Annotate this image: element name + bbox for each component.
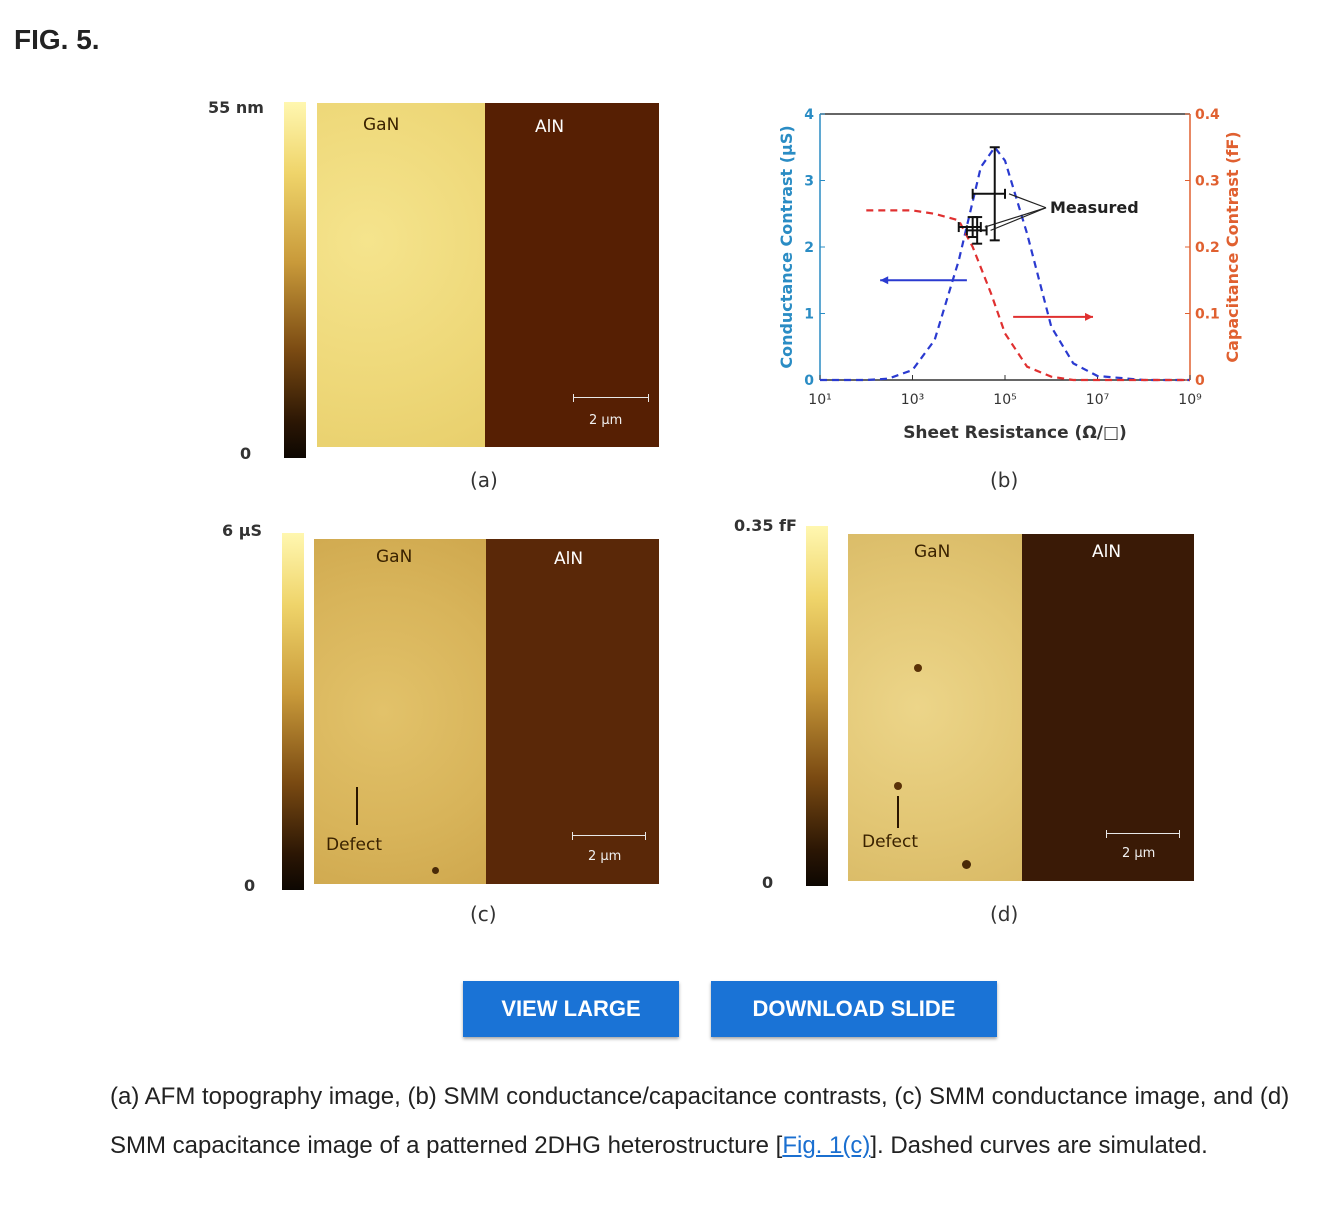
defect-spot [914, 664, 922, 672]
panel-label-c: (c) [470, 902, 497, 926]
arrow-head-0 [880, 276, 889, 285]
colorbar-c-min: 0 [244, 876, 256, 895]
scale-text: 2 µm [1122, 846, 1156, 861]
y-right-tick-label: 0.4 [1195, 107, 1220, 123]
defect-label: Defect [862, 832, 919, 852]
defect-arrow [356, 787, 358, 825]
gan-label: GaN [914, 542, 951, 562]
colorbar-d-min: 0 [762, 873, 774, 892]
gan-label: GaN [376, 547, 413, 567]
figure-title: FIG. 5. [14, 24, 100, 55]
aln-label: AlN [554, 549, 584, 569]
panel-label-a: (a) [470, 468, 498, 492]
x-tick-label: 10⁵ [993, 392, 1016, 408]
series-line-0 [820, 145, 1190, 382]
annotation-pointer-0 [984, 207, 1047, 228]
colorbar-d [806, 526, 828, 886]
colorbar-c [282, 533, 304, 890]
x-tick-label: 10⁹ [1178, 392, 1202, 408]
annotation-pointer-1 [990, 207, 1047, 231]
caption-text-before: (a) AFM topography image, (b) SMM conduc… [110, 1083, 1290, 1159]
scale-bar [572, 832, 646, 840]
defect-spot [432, 867, 439, 874]
afm-topography-image: GaN AlN 2 µm [317, 103, 659, 447]
y-left-tick-label: 4 [804, 107, 814, 123]
annotation-pointer-2 [1008, 193, 1047, 209]
download-slide-button[interactable]: DOWNLOAD SLIDE [711, 981, 997, 1037]
colorbar-a-min: 0 [240, 444, 252, 463]
x-axis-label: Sheet Resistance (Ω/□) [903, 423, 1127, 443]
smm-conductance-image: GaN AlN Defect 2 µm [314, 539, 659, 884]
series-line-1 [866, 209, 1190, 382]
y-left-tick-label: 3 [804, 174, 814, 190]
x-tick-label: 10³ [901, 392, 924, 408]
aln-label: AlN [535, 117, 565, 137]
x-tick-label: 10⁷ [1086, 392, 1109, 408]
y-right-axis-label: Capacitance Contrast (fF) [1223, 131, 1242, 362]
scale-text: 2 µm [588, 849, 622, 864]
colorbar-a [284, 102, 306, 458]
colorbar-a-max: 55 nm [208, 98, 264, 117]
view-large-button[interactable]: VIEW LARGE [463, 981, 679, 1037]
y-right-tick-label: 0 [1195, 373, 1205, 389]
aln-label: AlN [1092, 542, 1122, 562]
panel-label-d: (d) [990, 902, 1019, 926]
y-right-tick-label: 0.2 [1195, 240, 1220, 256]
defect-spot [962, 860, 971, 869]
colorbar-c-max: 6 µS [222, 521, 262, 540]
annotation-measured: Measured [1050, 198, 1139, 217]
x-tick-label: 10¹ [808, 392, 831, 408]
y-left-tick-label: 0 [804, 373, 814, 389]
y-right-tick-label: 0.1 [1195, 307, 1220, 323]
scale-text: 2 µm [589, 413, 623, 428]
y-left-tick-label: 1 [804, 307, 814, 323]
panel-label-b: (b) [990, 468, 1019, 492]
scale-bar [573, 394, 649, 402]
caption-text-after: ]. Dashed curves are simulated. [870, 1132, 1208, 1159]
defect-label: Defect [326, 835, 383, 855]
smm-contrast-chart: 10¹ 10³ 10⁵ 10⁷ 10⁹ 0 1 2 3 4 0 0.1 0.2 0.3 0.4 Sheet R… [777, 107, 1242, 443]
caption-figure-link[interactable]: Fig. 1(c) [782, 1132, 871, 1159]
smm-capacitance-image: GaN AlN Defect 2 µm [848, 534, 1194, 881]
scale-bar [1106, 830, 1180, 838]
y-left-axis-label: Conductance Contrast (µS) [777, 125, 796, 368]
arrow-head-1 [1085, 312, 1094, 321]
colorbar-d-max: 0.35 fF [734, 516, 797, 535]
gan-label: GaN [363, 115, 400, 135]
y-left-tick-label: 2 [804, 240, 814, 256]
figure-caption: (a) AFM topography image, (b) SMM conduc… [110, 1072, 1310, 1170]
y-right-tick-label: 0.3 [1195, 174, 1220, 190]
defect-arrow [897, 796, 899, 828]
defect-spot [894, 782, 902, 790]
